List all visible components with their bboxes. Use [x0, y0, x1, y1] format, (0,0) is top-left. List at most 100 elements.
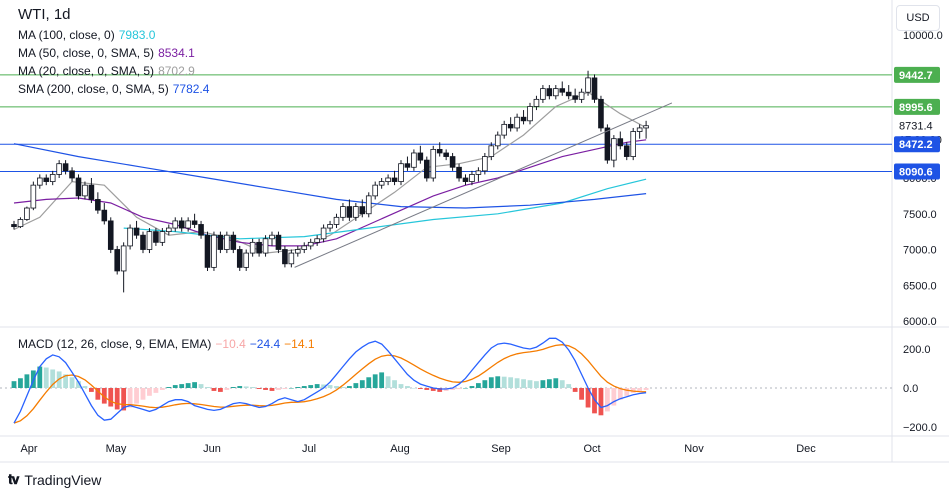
candle-body [565, 91, 572, 97]
candle-body [275, 234, 282, 250]
trendline[interactable] [294, 102, 673, 268]
candle-body [604, 127, 611, 161]
candle-body [140, 234, 146, 250]
macd-bar [89, 388, 94, 392]
macd-bar [308, 385, 314, 388]
candle-body [114, 249, 121, 272]
month-tick-label: Oct [583, 443, 600, 455]
macd-bar [495, 376, 501, 388]
candle-body [256, 241, 262, 254]
macd-bar [566, 384, 572, 388]
candle-body [578, 91, 585, 100]
price-tick-label: 7000.0 [903, 245, 937, 257]
legend-ma20-value: 8702.9 [158, 64, 195, 78]
macd-signal-line [13, 344, 647, 424]
macd-bar [572, 388, 578, 392]
price-tick-label: 10000.0 [903, 30, 943, 42]
candle-body [391, 177, 398, 182]
candle-body [153, 231, 159, 243]
candle-body [217, 234, 224, 250]
macd-bar [534, 381, 539, 388]
candle-body [107, 220, 114, 250]
macd-bar [405, 386, 410, 388]
macd-bar [69, 377, 75, 388]
legend-ma100-value: 7983.0 [118, 28, 156, 42]
macd-tick-label: 0.0 [903, 383, 918, 395]
symbol-title[interactable]: WTI, 1d [18, 6, 71, 23]
legend-ma50-value: 8534.1 [158, 46, 195, 60]
macd-bar [243, 386, 249, 388]
macd-bar [43, 367, 49, 388]
tradingview-logo[interactable]: 𝐭𝐯 TradingView [8, 471, 101, 488]
price-label-text: 9442.7 [899, 70, 933, 82]
macd-bar [611, 388, 617, 406]
macd-bar [579, 388, 584, 400]
macd-bar [63, 374, 68, 388]
legend-ma20[interactable]: MA (20, close, 0, SMA, 5) 8702.9 [18, 64, 195, 78]
macd-bar [488, 377, 494, 388]
candle-body [533, 98, 540, 107]
candle-body [572, 95, 578, 100]
candle-body [559, 88, 566, 93]
price-label-bg [894, 163, 940, 180]
macd-bar [392, 380, 397, 388]
candle-body [462, 177, 469, 182]
candlesticks [11, 70, 649, 293]
legend-ma100-label: MA (100, close, 0) [18, 28, 115, 42]
legend-ma100[interactable]: MA (100, close, 0) 7983.0 [18, 28, 155, 42]
macd-bar [134, 388, 139, 404]
macd-bar [211, 388, 217, 391]
legend-ma50[interactable]: MA (50, close, 0, SMA, 5) 8534.1 [18, 46, 195, 60]
candle-body [404, 163, 411, 168]
legend-sma200[interactable]: SMA (200, close, 0, SMA, 5) 7782.4 [18, 82, 209, 96]
candle-body [340, 206, 346, 218]
macd-bar [24, 374, 30, 388]
macd-histogram [0, 366, 892, 416]
candle-body [165, 227, 172, 233]
candle-body [95, 199, 101, 211]
macd-bar [192, 382, 197, 388]
candle-body [43, 177, 50, 182]
price-tick-label: 6500.0 [903, 280, 937, 292]
macd-bar [82, 386, 88, 388]
macd-bar [450, 388, 455, 390]
macd-bar [37, 366, 43, 388]
macd-bar [585, 388, 591, 408]
currency-button[interactable]: USD [896, 5, 940, 31]
trendline-segment [294, 102, 673, 268]
candle-body [617, 138, 624, 147]
candle-body [553, 88, 559, 97]
macd-bar [256, 388, 262, 389]
macd-bar [359, 380, 365, 388]
candle-body [198, 224, 204, 236]
candle-body [211, 234, 217, 268]
legend-sma200-label: SMA (200, close, 0, SMA, 5) [18, 82, 169, 96]
candle-body [88, 184, 95, 200]
macd-bar [424, 388, 430, 390]
candle-body [514, 116, 520, 129]
macd-bar [179, 384, 185, 388]
macd-bar [353, 383, 359, 388]
currency-label: USD [906, 12, 930, 24]
candle-body [482, 156, 488, 172]
candle-body [294, 249, 301, 254]
macd-bar [430, 388, 436, 391]
candle-body [494, 134, 501, 147]
legend-macd[interactable]: MACD (12, 26, close, 9, EMA, EMA) −10.4 −2… [18, 337, 315, 351]
candle-body [630, 131, 636, 157]
price-label-text: 8995.6 [899, 102, 933, 114]
ma-line-ma-20 [13, 91, 647, 254]
macd-bar [411, 388, 417, 389]
macd-bar [121, 388, 127, 411]
macd-bar [605, 388, 610, 412]
macd-bar [11, 381, 17, 388]
candle-body [611, 138, 617, 161]
macd-bar [147, 388, 152, 396]
candle-body [269, 234, 275, 240]
candle-body [236, 249, 243, 268]
macd-tick-label: −200.0 [903, 422, 937, 434]
macd-bar [456, 388, 462, 389]
macd-bar [366, 377, 372, 388]
price-label-bg [894, 98, 940, 115]
